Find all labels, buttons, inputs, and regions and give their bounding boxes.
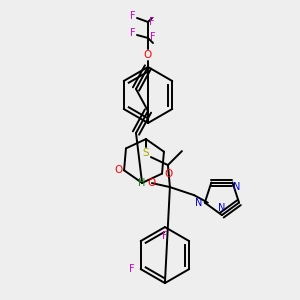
Text: F: F xyxy=(149,17,155,27)
Text: O: O xyxy=(164,169,172,178)
Text: O: O xyxy=(144,50,152,60)
Text: N: N xyxy=(218,203,226,213)
Text: N: N xyxy=(195,198,202,208)
Text: O: O xyxy=(114,165,122,175)
Text: N: N xyxy=(233,182,240,191)
Text: F: F xyxy=(130,11,136,21)
Text: O: O xyxy=(148,178,156,188)
Text: F: F xyxy=(150,32,156,42)
Text: F: F xyxy=(162,231,168,241)
Text: F: F xyxy=(129,264,134,274)
Text: S: S xyxy=(142,148,149,158)
Text: F: F xyxy=(130,28,136,38)
Text: H: H xyxy=(138,178,146,188)
